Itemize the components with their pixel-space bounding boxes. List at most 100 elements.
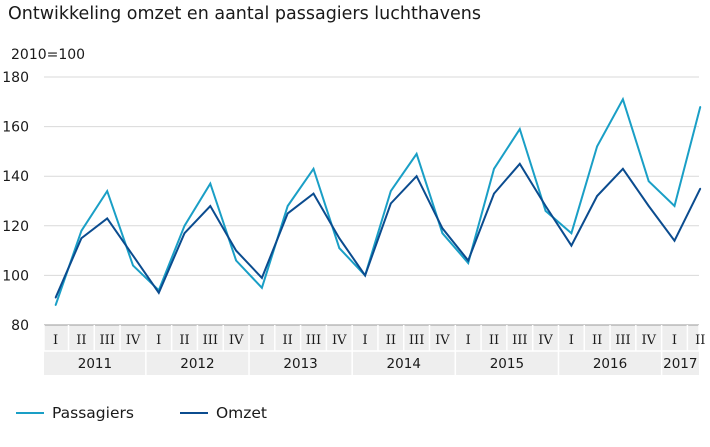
data-point-omzet: [673, 239, 676, 242]
data-point-passagiers: [596, 145, 598, 148]
data-point-omzet: [106, 217, 108, 220]
category-axis-band: [44, 325, 699, 375]
quarter-label: II: [592, 333, 602, 348]
data-point-omzet: [235, 249, 237, 252]
data-point-omzet: [338, 237, 341, 239]
data-point-passagiers: [390, 190, 392, 192]
data-point-passagiers: [467, 262, 470, 264]
data-point-passagiers: [673, 205, 676, 207]
quarter-label: II: [695, 333, 705, 348]
legend-swatch-passagiers: [16, 412, 44, 414]
year-label-2015: 2015: [490, 356, 524, 372]
data-point-passagiers: [493, 167, 495, 170]
quarter-label: IV: [435, 333, 450, 348]
data-point-omzet: [261, 277, 263, 279]
data-point-omzet: [286, 212, 289, 215]
data-point-passagiers: [54, 304, 57, 306]
y-tick-label-80: 80: [11, 318, 29, 334]
data-point-passagiers: [106, 190, 108, 192]
quarter-label: III: [512, 333, 527, 348]
quarter-label: II: [283, 333, 293, 348]
year-label-2011: 2011: [78, 356, 112, 372]
quarter-label: IV: [538, 333, 553, 348]
legend: Passagiers Omzet: [16, 404, 313, 422]
year-label-2014: 2014: [387, 356, 421, 372]
data-point-omzet: [364, 274, 366, 277]
data-point-passagiers: [518, 128, 521, 130]
quarter-label: II: [179, 333, 189, 348]
y-tick-label-120: 120: [2, 219, 29, 235]
data-point-passagiers: [699, 105, 702, 108]
y-tick-label-100: 100: [2, 268, 29, 284]
quarter-label: III: [306, 333, 321, 348]
quarter-label: I: [362, 333, 367, 348]
data-point-passagiers: [544, 210, 547, 212]
data-point-omzet: [544, 205, 547, 207]
data-point-passagiers: [209, 182, 212, 185]
data-point-omzet: [312, 192, 315, 195]
year-label-2017: 2017: [663, 356, 697, 372]
chart-title: Ontwikkeling omzet en aantal passagiers …: [8, 4, 481, 24]
data-point-passagiers: [80, 229, 83, 232]
quarter-label: III: [99, 333, 114, 348]
quarter-label: I: [672, 333, 677, 348]
data-point-passagiers: [415, 153, 418, 155]
data-point-omzet: [570, 244, 573, 247]
data-point-passagiers: [312, 167, 315, 170]
quarter-label: IV: [126, 333, 141, 348]
legend-label-passagiers: Passagiers: [52, 404, 134, 422]
data-point-passagiers: [235, 259, 237, 262]
data-point-passagiers: [570, 232, 573, 235]
series-line-omzet: [54, 162, 702, 299]
data-point-omzet: [622, 167, 624, 170]
data-point-omzet: [132, 254, 134, 257]
data-point-omzet: [647, 205, 650, 207]
data-point-omzet: [390, 202, 392, 205]
data-point-passagiers: [338, 247, 341, 249]
data-point-omzet: [596, 195, 598, 197]
data-point-omzet: [415, 175, 418, 177]
quarter-label: I: [569, 333, 574, 348]
series-line-passagiers: [54, 96, 702, 306]
data-point-passagiers: [441, 232, 444, 235]
quarter-label: II: [386, 333, 396, 348]
data-point-passagiers: [647, 180, 650, 182]
year-label-2012: 2012: [180, 356, 214, 372]
data-point-omzet: [183, 232, 186, 235]
data-point-passagiers: [183, 225, 186, 227]
quarter-label: III: [409, 333, 424, 348]
data-point-omzet: [699, 187, 702, 190]
legend-item-omzet: Omzet: [179, 404, 267, 422]
data-point-omzet: [493, 192, 495, 195]
quarter-label: III: [203, 333, 218, 348]
data-point-omzet: [209, 205, 212, 207]
data-point-passagiers: [286, 205, 289, 207]
quarter-label: IV: [332, 333, 347, 348]
data-point-passagiers: [622, 98, 624, 101]
data-point-omzet: [157, 291, 160, 294]
data-point-omzet: [80, 237, 83, 239]
quarter-label: II: [489, 333, 499, 348]
y-axis-unit-label: 2010=100: [11, 47, 86, 63]
data-point-omzet: [441, 227, 444, 230]
legend-swatch-omzet: [179, 412, 208, 414]
quarter-label: I: [53, 333, 58, 348]
data-point-passagiers: [261, 287, 263, 289]
legend-label-omzet: Omzet: [215, 404, 267, 422]
year-label-2013: 2013: [283, 356, 317, 372]
quarter-label: IV: [641, 333, 656, 348]
quarter-label: I: [156, 333, 161, 348]
data-point-omzet: [54, 296, 57, 299]
quarter-label: III: [615, 333, 630, 348]
quarter-label: IV: [229, 333, 244, 348]
quarter-label: I: [466, 333, 471, 348]
y-tick-label-140: 140: [2, 169, 29, 185]
quarter-label: II: [76, 333, 86, 348]
y-tick-label-180: 180: [2, 70, 29, 86]
year-label-2016: 2016: [593, 356, 627, 372]
legend-item-passagiers: Passagiers: [16, 404, 134, 422]
y-tick-label-160: 160: [2, 120, 29, 136]
data-point-omzet: [467, 259, 470, 262]
data-point-omzet: [518, 163, 521, 165]
